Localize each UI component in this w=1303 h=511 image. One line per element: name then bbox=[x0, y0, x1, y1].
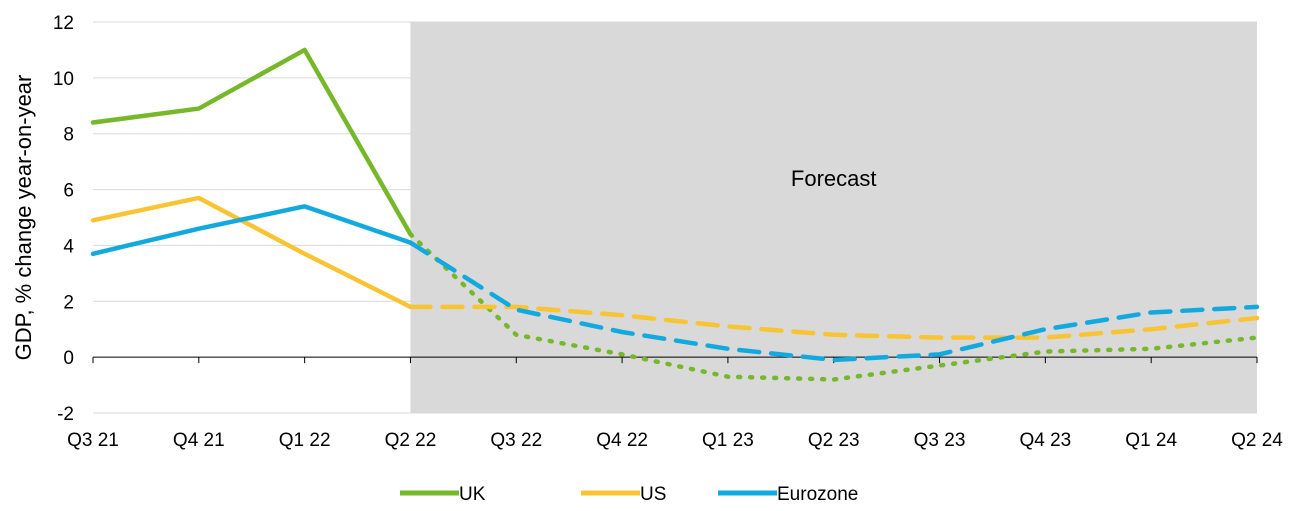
x-tick-label: Q4 22 bbox=[596, 430, 648, 451]
series-line-actual bbox=[93, 206, 410, 253]
legend-label: US bbox=[640, 484, 666, 505]
legend-item-us: US bbox=[581, 484, 666, 505]
x-tick-label: Q3 22 bbox=[490, 430, 542, 451]
y-axis-title: GDP, % change year-on-year bbox=[11, 75, 36, 361]
x-tick-label: Q3 23 bbox=[914, 430, 966, 451]
x-tick-label: Q1 24 bbox=[1125, 430, 1177, 451]
x-tick-label: Q2 24 bbox=[1231, 430, 1283, 451]
y-tick-label: -2 bbox=[57, 404, 74, 425]
y-tick-label: 0 bbox=[63, 348, 74, 369]
legend-item-uk: UK bbox=[400, 484, 486, 505]
forecast-region bbox=[410, 22, 1257, 413]
series-line-actual bbox=[93, 198, 410, 307]
y-tick-label: 4 bbox=[63, 236, 74, 257]
x-tick-label: Q4 21 bbox=[173, 430, 225, 451]
x-tick-label: Q2 22 bbox=[385, 430, 437, 451]
x-tick-label: Q3 21 bbox=[67, 430, 119, 451]
y-tick-label: 8 bbox=[63, 125, 74, 146]
x-tick-label: Q2 23 bbox=[808, 430, 860, 451]
y-tick-label: 12 bbox=[53, 13, 74, 34]
forecast-label: Forecast bbox=[791, 166, 877, 191]
y-tick-label: 10 bbox=[53, 69, 74, 90]
y-tick-label: 6 bbox=[63, 181, 74, 202]
x-tick-label: Q1 22 bbox=[279, 430, 331, 451]
legend-label: UK bbox=[459, 484, 486, 505]
x-tick-label: Q4 23 bbox=[1019, 430, 1071, 451]
y-tick-label: 2 bbox=[63, 292, 74, 313]
legend-label: Eurozone bbox=[777, 484, 858, 505]
x-tick-label: Q1 23 bbox=[702, 430, 754, 451]
legend-item-eurozone: Eurozone bbox=[718, 484, 858, 505]
